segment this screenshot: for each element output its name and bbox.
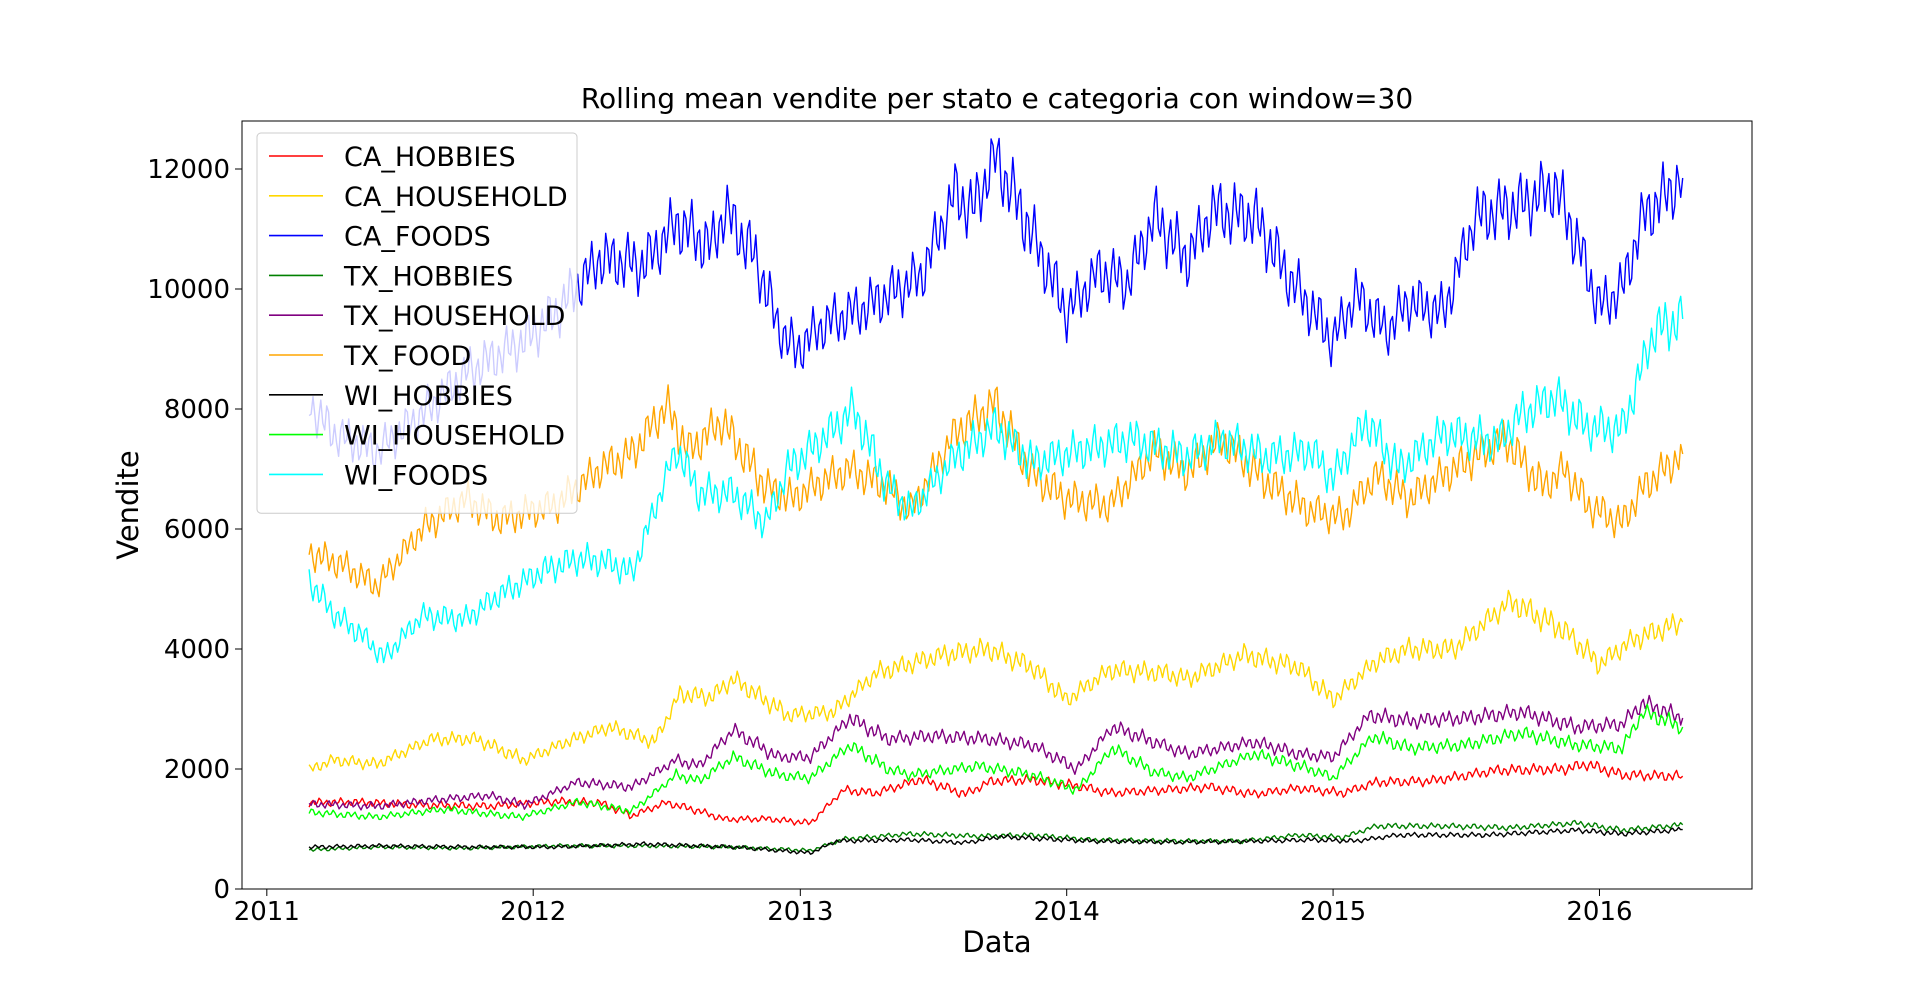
y-tick-label: 0: [213, 875, 230, 905]
legend-box: [256, 132, 578, 514]
legend-label: WI_FOODS: [344, 460, 488, 491]
y-tick-label: 10000: [147, 275, 230, 305]
legend-label: TX_HOUSEHOLD: [343, 301, 565, 332]
legend-label: CA_FOODS: [344, 222, 491, 253]
legend-label: TX_FOOD: [343, 341, 471, 372]
y-tick-label: 8000: [164, 395, 230, 425]
series-line-tx-household: [308, 694, 1684, 811]
legend-label: TX_HOBBIES: [343, 261, 513, 292]
y-tick-label: 4000: [164, 635, 230, 665]
legend: CA_HOBBIES CA_HOUSEHOLD CA_FOODS TX_HOBBIES…: [256, 132, 578, 514]
x-tick-label: 2014: [1034, 897, 1100, 927]
series-line-wi-hobbies: [308, 826, 1683, 855]
x-axis-label: Data: [962, 925, 1031, 959]
y-tick-label: 6000: [164, 515, 230, 545]
plot-frame: [241, 120, 1753, 890]
legend-label: WI_HOUSEHOLD: [344, 421, 565, 452]
legend-label: CA_HOBBIES: [344, 142, 516, 173]
series-line-ca-household: [308, 589, 1684, 772]
legend-label: WI_HOBBIES: [344, 381, 513, 412]
series-line-wi-foods: [308, 295, 1684, 664]
y-tick-label: 2000: [164, 755, 230, 785]
legend-label: CA_HOUSEHOLD: [344, 182, 568, 213]
x-axis: 2011 2012 2013 2014 2015 2016: [234, 889, 1633, 927]
x-tick-label: 2011: [234, 897, 300, 927]
series-line-wi-household: [308, 703, 1684, 821]
x-tick-label: 2012: [500, 897, 566, 927]
x-tick-label: 2013: [767, 897, 833, 927]
y-axis-label: Vendite: [111, 450, 145, 560]
series-line-ca-hobbies: [308, 760, 1684, 826]
y-axis: 0 2000 4000 6000 8000 10000 12000: [147, 155, 242, 905]
x-tick-label: 2016: [1566, 897, 1632, 927]
x-tick-label: 2015: [1300, 897, 1366, 927]
chart-title: Rolling mean vendite per stato e categor…: [581, 82, 1413, 115]
y-tick-label: 12000: [147, 155, 230, 185]
